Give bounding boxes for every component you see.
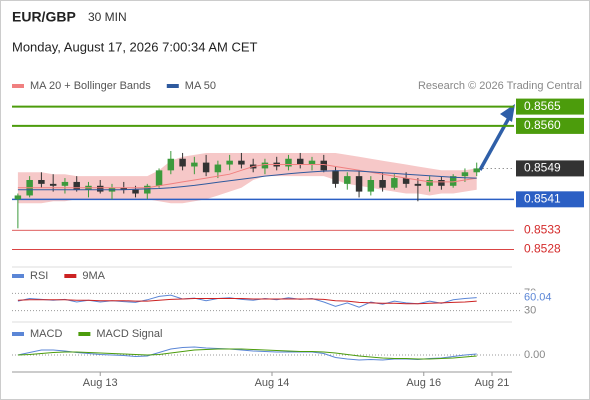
value-box [520,290,560,305]
candle-body [402,178,410,184]
legend-label: MA 50 [185,80,216,92]
indicator-line [17,298,477,305]
forecast-arrow-head [500,104,515,122]
ma-line [17,164,477,189]
level-label: 0.8560 [524,118,561,132]
candle-body [320,160,327,171]
legend-swatch [78,332,91,336]
candle-body [391,178,398,188]
credit: Research © 2026 Trading Central [418,80,582,92]
indicator-line [17,294,477,308]
y-tick-label: 0.00 [524,349,545,361]
x-tick-label: Aug 16 [406,377,441,389]
candle-body [355,176,363,192]
timestamp: Monday, August 17, 2026 7:00:34 AM CET [12,39,258,54]
level-box [516,98,584,115]
candle-body [61,181,69,186]
candle-body [49,183,57,186]
legend-label: MA 20 + Bollinger Bands [30,80,151,92]
ma-line [17,170,477,191]
candle-body [202,162,210,173]
x-tick-label: Aug 13 [83,377,118,389]
level-label: 0.8533 [524,222,561,236]
candle-body [367,180,375,192]
candle-body [73,181,80,190]
legend-label: MACD [30,328,62,340]
legend-label: 9MA [82,270,105,282]
level-box [516,160,584,177]
candle-body [120,187,127,190]
candle-body [132,189,139,194]
candle-body [97,185,104,192]
candle-body [473,168,480,173]
level-label: 0.8565 [524,99,561,113]
candle-body [426,180,433,186]
candle-body [308,160,316,165]
candle-body [191,162,198,167]
candle-body [449,176,457,186]
candle-body [179,158,186,167]
candle-body [14,195,22,200]
indicator-line [17,348,477,360]
candle-body [214,164,222,173]
x-tick-label: Aug 21 [475,377,510,389]
value-label: 60.04 [524,292,552,304]
candle-body [414,183,422,186]
level-label: 0.8541 [524,191,561,205]
candle-body [261,162,269,169]
candle-body [438,180,445,186]
symbol: EUR/GBP [12,9,76,25]
legend-swatch [12,332,24,336]
level-label: 0.8528 [524,242,561,256]
x-tick-label: Aug 14 [255,377,290,389]
level-label: 0.8549 [524,161,561,175]
legend-swatch [64,274,77,278]
candle-body [332,170,339,184]
candle-body [344,176,351,184]
candle-body [238,160,245,165]
candle-body [155,170,163,186]
candle-body [38,180,45,184]
interval: 30 MIN [88,10,127,24]
candle-body [297,158,304,165]
candle-body [167,158,175,171]
legend-label: RSI [30,270,48,282]
candle-body [461,172,469,177]
level-box [516,191,584,208]
candle-body [285,158,292,167]
candle-body [226,160,233,165]
legend-swatch [12,274,24,278]
y-tick-label: 30 [524,305,536,317]
candle-body [144,185,151,194]
legend-swatch [166,84,179,88]
legend-swatch [12,84,24,88]
level-box [516,117,584,134]
candle-body [379,180,386,188]
legend-label: MACD Signal [96,328,162,340]
